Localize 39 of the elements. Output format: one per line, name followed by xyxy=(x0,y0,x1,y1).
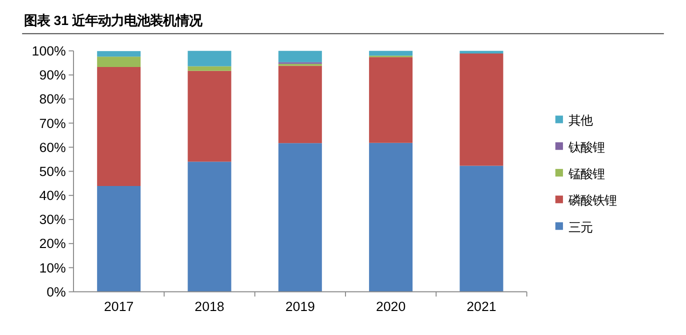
x-tick-label: 2018 xyxy=(194,298,224,314)
legend-label: 磷酸铁锂 xyxy=(568,194,617,208)
bar xyxy=(369,50,413,56)
bar xyxy=(97,56,141,67)
bar xyxy=(369,142,413,292)
bar xyxy=(188,50,232,66)
legend-label: 三元 xyxy=(568,220,593,234)
y-tick-label: 50% xyxy=(39,164,66,179)
y-tick-label: 0% xyxy=(46,284,66,300)
bar xyxy=(460,50,504,54)
y-tick-label: 80% xyxy=(39,92,66,107)
x-tick-label: 2019 xyxy=(285,298,315,314)
y-tick-label: 10% xyxy=(39,260,66,276)
bar xyxy=(188,70,232,162)
bar xyxy=(369,57,413,143)
bar xyxy=(188,162,232,292)
bar xyxy=(97,51,141,57)
legend-label: 钛酸锂 xyxy=(568,140,605,154)
x-tick-label: 2017 xyxy=(104,298,134,314)
y-tick-label: 90% xyxy=(39,68,66,83)
legend-label: 其他 xyxy=(568,114,593,128)
y-tick-label: 40% xyxy=(39,188,66,204)
bar xyxy=(188,66,232,71)
bar xyxy=(97,186,141,292)
chart-title: 图表 31 近年动力电池装机情况 xyxy=(24,13,204,28)
y-tick-label: 100% xyxy=(32,44,66,59)
bar xyxy=(278,143,322,292)
bar xyxy=(278,66,322,144)
bar xyxy=(460,54,504,166)
bar xyxy=(278,50,322,62)
y-tick-label: 60% xyxy=(39,140,66,155)
y-tick-label: 70% xyxy=(39,116,66,131)
x-tick-label: 2020 xyxy=(376,298,406,314)
x-tick-label: 2021 xyxy=(466,298,496,314)
bar xyxy=(97,66,141,186)
y-tick-label: 30% xyxy=(39,212,66,228)
bar xyxy=(460,166,504,292)
legend-label: 锰酸锂 xyxy=(568,167,605,182)
y-tick-label: 20% xyxy=(39,236,66,252)
